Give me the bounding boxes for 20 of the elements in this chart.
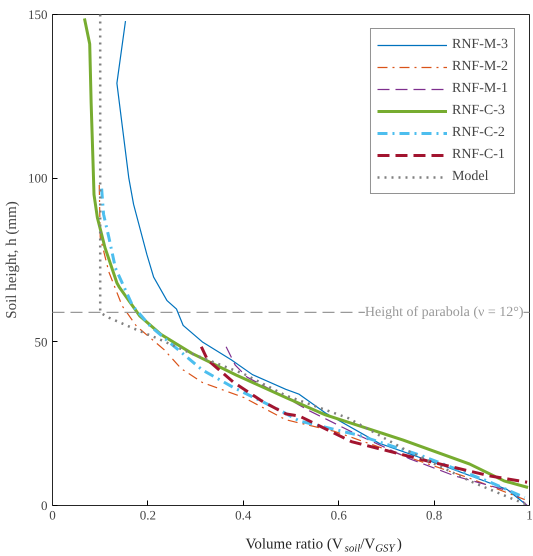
y-tick-label: 150	[28, 7, 48, 22]
line-series	[200, 345, 529, 484]
x-tick-label: 0.8	[426, 508, 442, 522]
annotation: Height of parabola (ν = 12°)	[364, 304, 524, 320]
legend-label: RNF-C-3	[452, 103, 505, 119]
legend-label: RNF-C-1	[452, 147, 505, 163]
legend-label: RNF-M-2	[452, 59, 508, 75]
legend-label: Model	[452, 169, 489, 185]
y-tick-label: 50	[34, 334, 48, 350]
x-tick-label: 0.6	[330, 508, 348, 522]
x-tick-label: 0.2	[140, 508, 156, 522]
y-tick-label: 0	[41, 498, 48, 513]
y-tick-label: 100	[28, 170, 48, 186]
legend-label: RNF-C-2	[452, 125, 505, 141]
legend-label: RNF-M-1	[452, 81, 508, 97]
y-axis-title: Soil height, h (mm)	[4, 201, 20, 319]
x-tick-label: 0.4	[235, 508, 252, 522]
legend-label: RNF-M-3	[452, 37, 508, 53]
x-tick-label: 1	[526, 508, 533, 522]
line-series	[226, 346, 528, 506]
